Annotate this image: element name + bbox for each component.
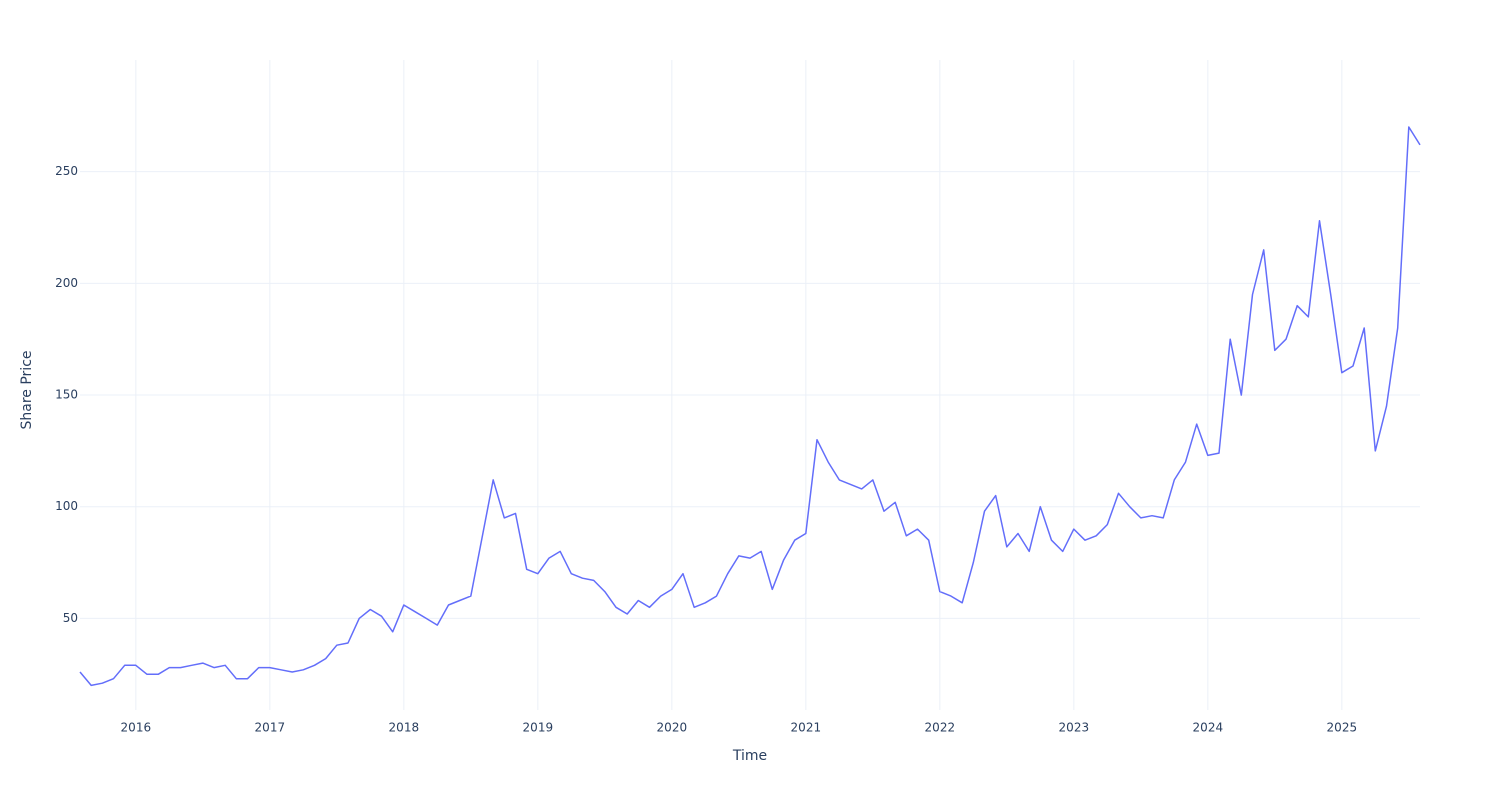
y-axis-title: Share Price	[19, 350, 35, 429]
x-tick-label: 2023	[1059, 721, 1090, 735]
x-axis-title: Time	[732, 748, 767, 764]
price-line	[79, 126, 1421, 687]
y-tick-label: 150	[55, 388, 78, 402]
y-tick-label: 100	[55, 499, 78, 513]
y-tick-label: 200	[55, 276, 78, 290]
x-tick-label: 2024	[1193, 721, 1224, 735]
x-tick-label: 2018	[389, 721, 420, 735]
x-tick-label: 2016	[121, 721, 152, 735]
x-tick-label: 2020	[657, 721, 688, 735]
y-tick-label: 250	[55, 164, 78, 178]
y-tick-label: 50	[63, 611, 78, 625]
x-tick-label: 2017	[255, 721, 286, 735]
x-tick-label: 2021	[791, 721, 822, 735]
x-tick-label: 2019	[523, 721, 554, 735]
x-tick-label: 2022	[925, 721, 956, 735]
x-tick-label: 2025	[1327, 721, 1358, 735]
